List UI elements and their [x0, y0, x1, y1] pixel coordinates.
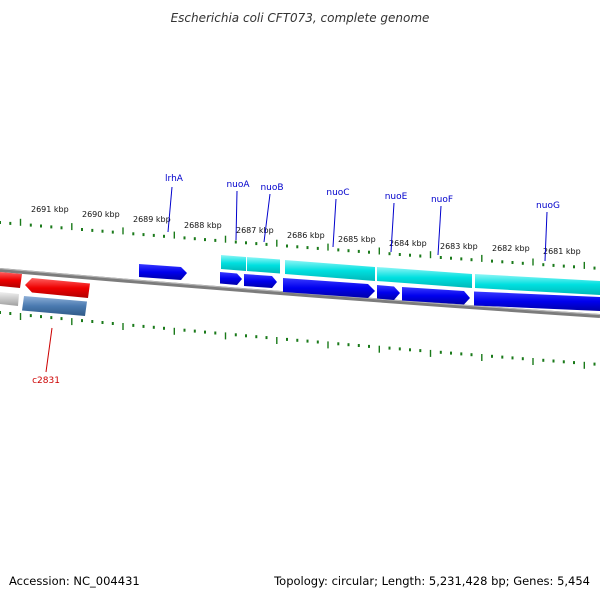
topology-text: Topology: circular; Length: 5,231,428 bp… — [273, 574, 590, 588]
forward-gene-track — [139, 264, 600, 311]
reverse-gene-track — [0, 272, 90, 298]
gene-arrow-reverse[interactable] — [25, 278, 90, 298]
gene-arrow-nuoA[interactable] — [220, 272, 242, 285]
forward-cds-track — [221, 255, 600, 295]
tick-marks-outer — [0, 218, 596, 270]
gene-arrow-nuoG[interactable] — [474, 291, 600, 312]
gene-label-nuoA[interactable]: nuoA — [226, 180, 250, 190]
gene-labels: lrhA nuoA nuoB nuoC nuoE nuoF nuoG c2831 — [32, 174, 560, 386]
tick-marks-inner — [0, 311, 596, 369]
tick-label-2686-kbp: 2686 kbp — [287, 231, 325, 240]
tick-label-2685-kbp: 2685 kbp — [338, 235, 376, 244]
cds-block-grey[interactable] — [0, 292, 19, 306]
leader-line — [167, 186, 173, 233]
gene-label-c2831[interactable]: c2831 — [32, 376, 60, 386]
gene-arrow-nuoF[interactable] — [402, 287, 470, 305]
gene-label-nuoE[interactable]: nuoE — [385, 192, 408, 202]
tick-label-2683-kbp: 2683 kbp — [440, 242, 478, 251]
tick-label-2691-kbp: 2691 kbp — [31, 205, 69, 214]
leader-line — [332, 198, 337, 248]
tick-label-2690-kbp: 2690 kbp — [82, 210, 120, 219]
genome-backbone — [0, 268, 600, 318]
tick-labels: 2691 kbp 2690 kbp 2689 kbp 2688 kbp 2687… — [31, 205, 581, 256]
cds-block[interactable] — [221, 255, 246, 271]
cds-block[interactable] — [475, 274, 600, 295]
gene-label-nuoF[interactable]: nuoF — [431, 195, 453, 205]
gene-arrow-nuoE[interactable] — [377, 285, 400, 300]
cds-block[interactable] — [377, 267, 472, 288]
gene-arrow-nuoB[interactable] — [244, 274, 277, 288]
tick-label-2682-kbp: 2682 kbp — [492, 244, 530, 253]
cds-block-c2831[interactable] — [22, 296, 87, 316]
leader-line — [235, 190, 238, 241]
gene-arrow-reverse[interactable] — [0, 272, 22, 288]
tick-label-2689-kbp: 2689 kbp — [133, 215, 171, 224]
reverse-cds-track — [0, 292, 87, 316]
gene-label-nuoG[interactable]: nuoG — [536, 201, 560, 211]
cds-block[interactable] — [247, 257, 280, 274]
tick-label-2688-kbp: 2688 kbp — [184, 221, 222, 230]
tick-label-2684-kbp: 2684 kbp — [389, 239, 427, 248]
leader-line — [263, 193, 271, 243]
tick-label-2681-kbp: 2681 kbp — [543, 247, 581, 256]
leader-line — [390, 202, 395, 253]
map-title: Escherichia coli CFT073, complete genome — [171, 11, 430, 25]
gene-arrow-nuoC[interactable] — [283, 278, 375, 298]
gene-label-lrhA[interactable]: lrhA — [165, 174, 184, 184]
gene-label-nuoB[interactable]: nuoB — [260, 183, 283, 193]
accession-text: Accession: NC_004431 — [9, 574, 140, 588]
gene-label-nuoC[interactable]: nuoC — [326, 188, 349, 198]
cds-block[interactable] — [285, 260, 375, 281]
leader-line — [437, 205, 442, 256]
leader-line — [45, 327, 53, 373]
tick-label-2687-kbp: 2687 kbp — [236, 226, 274, 235]
leader-line — [544, 211, 548, 262]
gene-arrow-lrhA[interactable] — [139, 264, 187, 280]
